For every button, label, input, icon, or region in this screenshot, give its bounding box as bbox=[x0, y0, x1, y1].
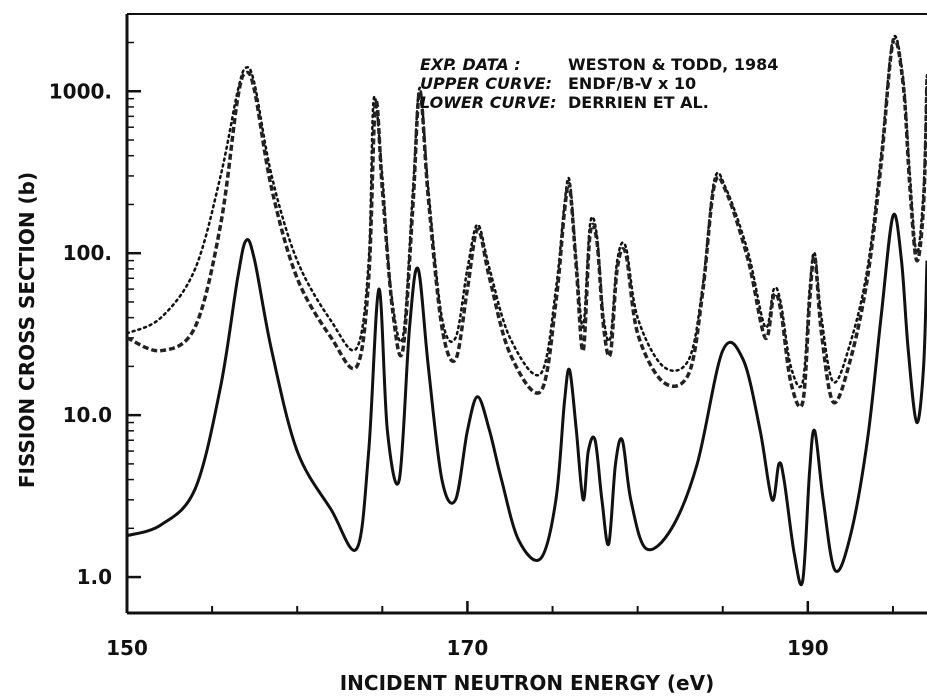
series-line-dashed bbox=[126, 37, 927, 409]
annotation-value-exp-data: WESTON & TODD, 1984 bbox=[568, 55, 778, 74]
annotation-key-lower-curve: LOWER CURVE: bbox=[420, 93, 556, 112]
y-tick-label: 100. bbox=[63, 241, 112, 265]
annotation-key-upper-curve: UPPER CURVE: bbox=[420, 74, 552, 93]
annotation-value-lower-curve: DERRIEN ET AL. bbox=[568, 93, 709, 112]
x-tick-label: 150 bbox=[106, 636, 148, 660]
y-tick-label: 1.0 bbox=[77, 565, 112, 589]
series-layer bbox=[125, 34, 927, 587]
annotation-key-exp-data: EXP. DATA : bbox=[420, 55, 521, 74]
y-tick-label: 10.0 bbox=[63, 403, 112, 427]
annotation-value-upper-curve: ENDF/B-V x 10 bbox=[568, 74, 696, 93]
x-tick-label: 190 bbox=[787, 636, 829, 660]
annotation-block: EXP. DATA : WESTON & TODD, 1984 UPPER CU… bbox=[420, 55, 778, 112]
y-axis-title: FISSION CROSS SECTION (b) bbox=[15, 172, 39, 488]
plot-area-frame bbox=[125, 13, 927, 615]
series-line-solid bbox=[126, 212, 927, 587]
x-tick-label: 170 bbox=[447, 636, 489, 660]
series-line-dotted bbox=[125, 34, 927, 389]
y-tick-label: 1000. bbox=[49, 79, 112, 103]
x-axis-title: INCIDENT NEUTRON ENERGY (eV) bbox=[340, 671, 715, 695]
axis-ticks: 150 170 190 1.0 10.0 100. 1000. bbox=[49, 13, 894, 660]
